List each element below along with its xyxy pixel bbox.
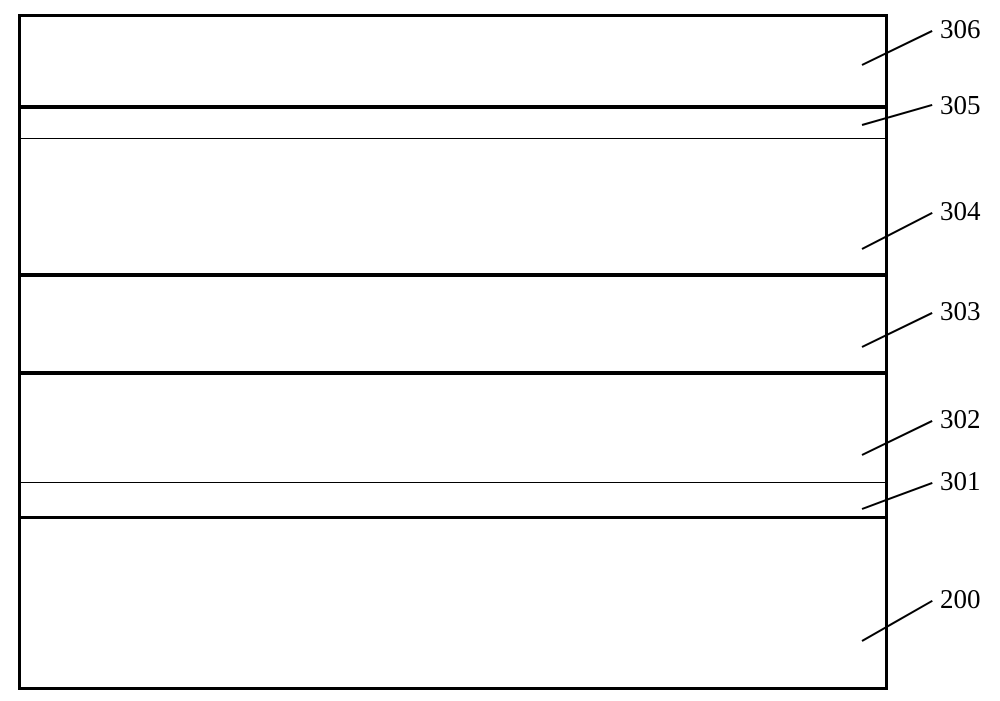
figure-canvas: 306 305 304 303 302 301 200 xyxy=(0,0,1000,701)
label-301: 301 xyxy=(940,466,981,497)
label-306: 306 xyxy=(940,14,981,45)
layer-304 xyxy=(21,139,885,277)
label-302: 302 xyxy=(940,404,981,435)
label-305: 305 xyxy=(940,90,981,121)
label-304: 304 xyxy=(940,196,981,227)
layer-stack xyxy=(18,14,888,690)
layer-303 xyxy=(21,277,885,375)
layer-200 xyxy=(21,519,885,683)
layer-306 xyxy=(21,17,885,109)
layer-305 xyxy=(21,109,885,139)
layer-302 xyxy=(21,375,885,483)
layer-301 xyxy=(21,483,885,519)
label-303: 303 xyxy=(940,296,981,327)
label-200: 200 xyxy=(940,584,981,615)
